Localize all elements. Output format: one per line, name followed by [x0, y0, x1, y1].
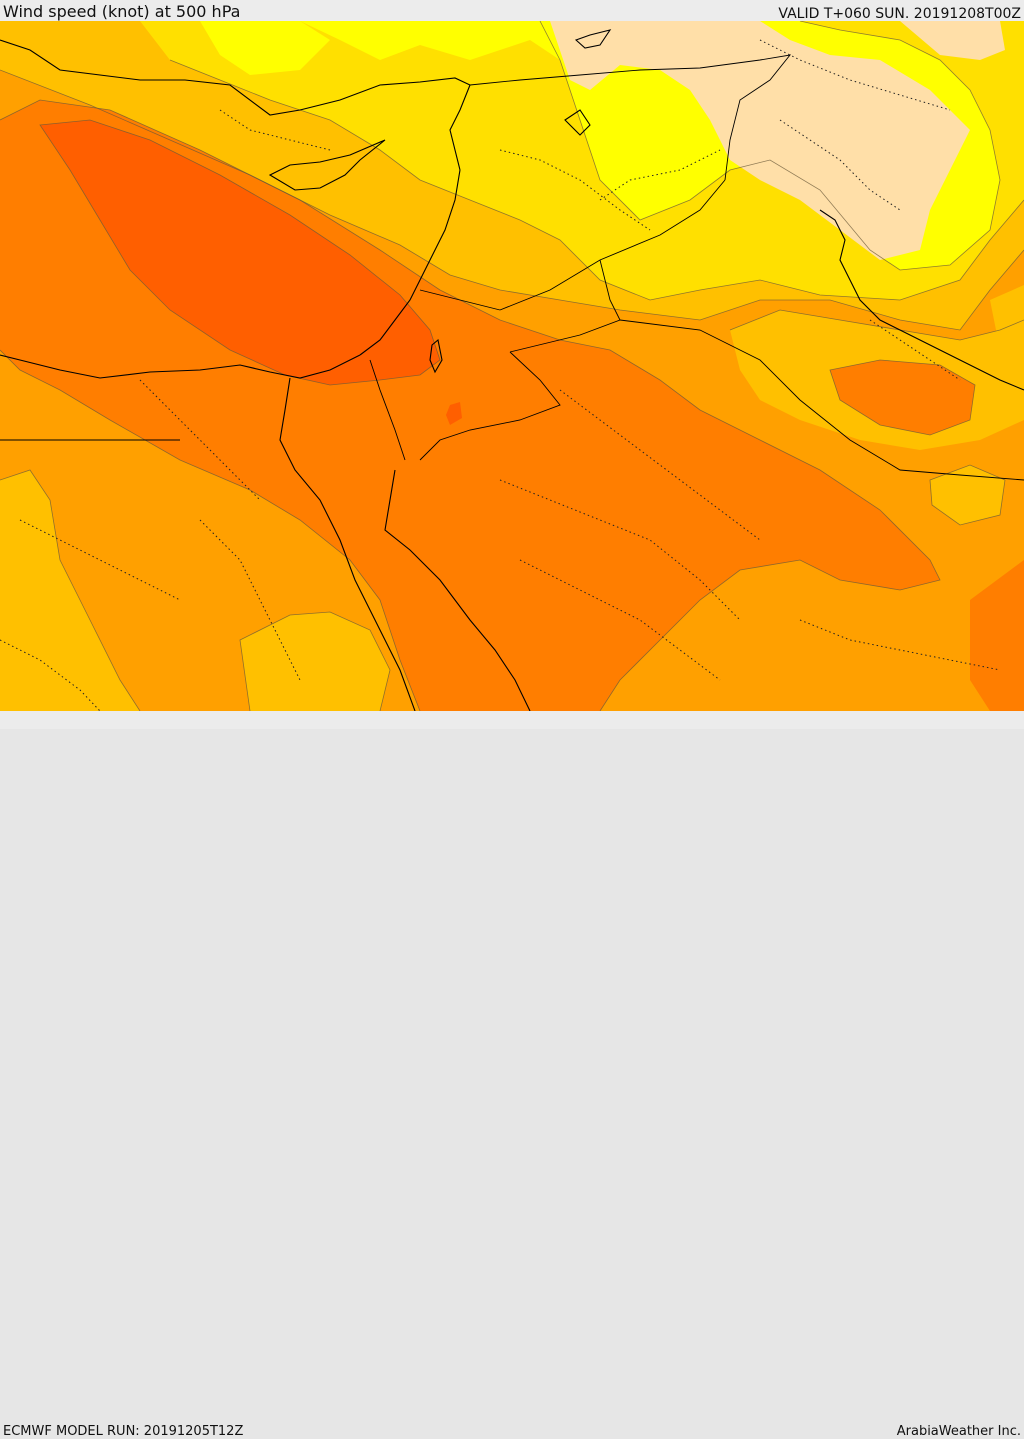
header-bar: Wind speed (knot) at 500 hPa VALID T+060…	[0, 0, 1024, 22]
contour-line	[0, 69, 1024, 331]
coastline-caspian-lake	[564, 109, 591, 136]
coastline-red-sea-east	[384, 469, 531, 711]
contour-line	[829, 359, 976, 436]
border-syria-iraq	[469, 54, 792, 181]
weather-map	[0, 21, 1024, 711]
field-red-orange-spot	[446, 402, 462, 425]
border-iraq-saudi	[499, 179, 726, 311]
province-line	[519, 559, 721, 681]
field-dark-orange-se	[970, 560, 1024, 711]
contour-line	[0, 349, 421, 711]
coastline-levant	[359, 169, 461, 356]
province-line	[799, 619, 1001, 671]
province-line	[599, 149, 721, 201]
province-line	[19, 519, 181, 601]
credit: ArabiaWeather Inc.	[896, 1424, 1021, 1439]
model-run: ECMWF MODEL RUN: 20191205T12Z	[3, 1424, 244, 1439]
province-line	[0, 639, 101, 711]
province-line	[499, 149, 651, 231]
valid-time: VALID T+060 SUN. 20191208T00Z	[778, 6, 1021, 22]
province-line	[869, 319, 961, 381]
field-amber-east-2	[930, 465, 1005, 525]
contour-line	[929, 464, 1006, 526]
border-saudi-north	[419, 351, 561, 461]
border-saudi-iraq-east	[619, 319, 1024, 481]
coastline-egypt-north	[0, 354, 361, 379]
field-red-orange-core	[40, 120, 440, 385]
coastline-cyprus	[268, 139, 386, 191]
coastline-dead-sea	[429, 338, 443, 374]
coastline-black-sea	[574, 29, 612, 49]
province-line	[219, 109, 331, 151]
contour-line	[239, 611, 391, 711]
field-peach	[550, 21, 970, 260]
field-peach-east	[900, 21, 1005, 60]
coastline-turkey	[0, 39, 471, 171]
contour-line	[0, 469, 141, 711]
province-line	[779, 119, 901, 211]
province-line	[559, 389, 761, 541]
map-title: Wind speed (knot) at 500 hPa	[3, 2, 241, 21]
footer-bar: ECMWF MODEL RUN: 20191205T12Z ArabiaWeat…	[0, 711, 1024, 1439]
province-line	[499, 479, 741, 621]
contour-line	[39, 119, 441, 386]
coastline-gulf	[819, 209, 1024, 391]
field-amber-east-3	[990, 285, 1024, 350]
border-egypt-sinai	[369, 359, 406, 461]
field-amber-s	[240, 612, 390, 711]
coastline-suez-gulf	[279, 377, 416, 711]
field-yellow-west	[200, 21, 330, 75]
border-jordan-saudi	[419, 289, 501, 311]
province-line	[139, 379, 261, 501]
contour-line	[0, 99, 941, 711]
contour-line	[169, 59, 1024, 301]
contour-line	[539, 21, 1001, 271]
wind-speed-map	[0, 21, 1024, 711]
